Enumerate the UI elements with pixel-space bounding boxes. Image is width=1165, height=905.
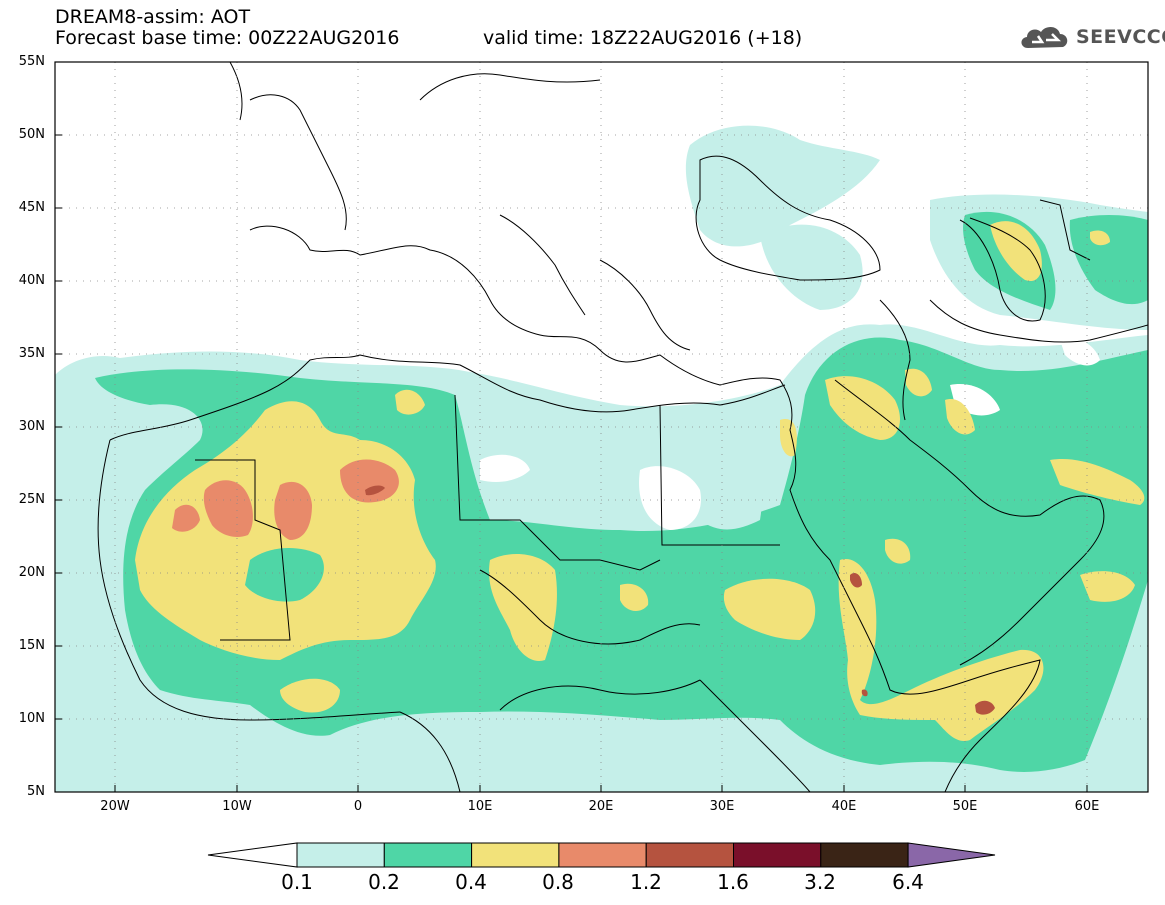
lon-label: 0 (353, 799, 363, 814)
lat-label: 35N (18, 346, 45, 361)
colorbar-label: 1.2 (630, 870, 662, 894)
colorbar-swatch (558, 842, 647, 868)
lat-label: 50N (18, 127, 45, 142)
map-title: DREAM8-assim: AOT (55, 6, 251, 28)
aot-field (55, 125, 1148, 792)
lat-label: 25N (18, 492, 45, 507)
colorbar-label: 0.1 (281, 870, 313, 894)
lat-label: 5N (27, 784, 45, 799)
lon-label: 40E (831, 799, 857, 814)
axis-ticks (55, 61, 1088, 792)
lon-label: 10W (222, 799, 252, 814)
colorbar-swatch (296, 842, 385, 868)
valid-time: valid time: 18Z22AUG2016 (+18) (483, 27, 803, 49)
lon-label: 10E (467, 799, 493, 814)
seevccc-logo: SEEVCCC (1018, 22, 1165, 52)
lat-label: 15N (18, 638, 45, 653)
lat-label: 45N (18, 200, 45, 215)
colorbar-label: 0.8 (542, 870, 574, 894)
cloud-icon (1021, 26, 1068, 48)
lat-label: 20N (18, 565, 45, 580)
colorbar-swatch (645, 842, 735, 868)
colorbar-label: 6.4 (892, 870, 924, 894)
colorbar-label: 0.4 (455, 870, 487, 894)
lon-label: 20E (588, 799, 614, 814)
aot-level-0.8 (172, 459, 399, 540)
colorbar-low-arrow (207, 842, 298, 868)
lat-label: 40N (18, 273, 45, 288)
lon-label: 20W (100, 799, 130, 814)
colorbar-swatch (383, 842, 473, 868)
coastlines (97, 62, 1148, 792)
colorbar-swatch (471, 842, 560, 868)
logo-text: SEEVCCC (1076, 26, 1165, 48)
colorbar-label: 3.2 (804, 870, 836, 894)
colorbar-swatch (733, 842, 822, 868)
graticule (55, 62, 1148, 792)
colorbar-swatch (820, 842, 909, 868)
lat-label: 55N (18, 54, 45, 69)
lat-label: 30N (18, 419, 45, 434)
colorbar (207, 842, 996, 868)
colorbar-label: 1.6 (717, 870, 749, 894)
forecast-base-time: Forecast base time: 00Z22AUG2016 (55, 27, 400, 49)
lon-label: 30E (709, 799, 735, 814)
lon-label: 50E (952, 799, 978, 814)
lon-label: 60E (1074, 799, 1100, 814)
lat-label: 10N (18, 711, 45, 726)
aot-level-1.2 (365, 485, 995, 715)
colorbar-high-arrow (907, 842, 996, 868)
colorbar-label: 0.2 (368, 870, 400, 894)
